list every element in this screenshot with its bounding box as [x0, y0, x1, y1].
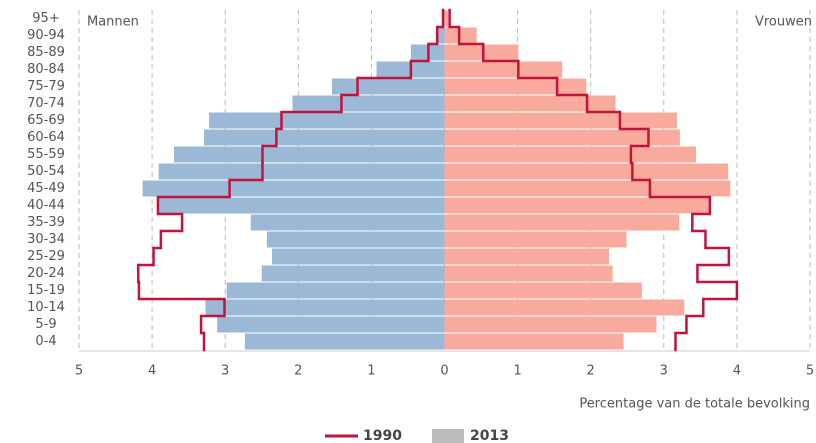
y-tick-label: 20-24: [27, 266, 65, 281]
bar: [444, 180, 731, 197]
y-tick-label: 55-59: [27, 147, 65, 162]
x-tick-label: 2: [294, 364, 302, 379]
y-tick-label: 75-79: [27, 79, 65, 94]
y-tick-label: 70-74: [27, 96, 65, 111]
bar: [204, 129, 445, 146]
bar: [331, 78, 445, 95]
legend-label: 1990: [363, 428, 402, 443]
bar: [205, 299, 445, 316]
y-tick-label: 35-39: [27, 215, 65, 230]
y-tick-label: 95+: [32, 11, 59, 26]
bar: [217, 316, 445, 333]
bar: [244, 333, 445, 350]
bar: [444, 146, 696, 163]
bar: [174, 146, 445, 163]
bar: [444, 44, 519, 61]
bar: [444, 231, 627, 248]
bar: [444, 112, 677, 129]
y-tick-label: 65-69: [27, 113, 65, 128]
bar: [444, 27, 477, 44]
side-label: Vrouwen: [755, 15, 812, 30]
x-tick-label: 1: [513, 364, 521, 379]
bar: [209, 112, 445, 129]
y-tick-label: 85-89: [27, 45, 65, 60]
bar: [226, 282, 445, 299]
side-label: Mannen: [87, 15, 139, 30]
y-tick-label: 90-94: [27, 28, 65, 43]
x-tick-label: 2: [587, 364, 595, 379]
bar: [444, 61, 563, 78]
legend-label: 2013: [470, 428, 509, 443]
bar: [444, 333, 624, 350]
y-tick-label: 30-34: [27, 232, 65, 247]
bar: [158, 163, 445, 180]
bar: [292, 95, 445, 112]
y-tick-label: 40-44: [27, 198, 65, 213]
y-tick-label: 80-84: [27, 62, 65, 77]
bar: [437, 27, 445, 44]
bar: [266, 231, 445, 248]
x-tick-label: 0: [440, 364, 448, 379]
y-tick-label: 10-14: [27, 300, 65, 315]
y-tick-label: 45-49: [27, 181, 65, 196]
bar: [444, 10, 449, 27]
x-tick-label: 4: [148, 364, 156, 379]
bar: [444, 299, 685, 316]
x-tick-label: 1: [367, 364, 375, 379]
y-tick-label: 50-54: [27, 164, 65, 179]
x-axis-label: Percentage van de totale bevolking: [579, 397, 810, 412]
y-tick-label: 0-4: [35, 334, 56, 349]
bar: [250, 214, 445, 231]
y-tick-label: 15-19: [27, 283, 65, 298]
bar: [444, 129, 680, 146]
y-tick-label: 25-29: [27, 249, 65, 264]
bar: [157, 197, 445, 214]
x-tick-label: 5: [806, 364, 814, 379]
bar: [444, 197, 712, 214]
y-tick-label: 60-64: [27, 130, 65, 145]
bar: [444, 316, 657, 333]
x-tick-label: 3: [221, 364, 229, 379]
x-tick-label: 5: [75, 364, 83, 379]
bar: [444, 163, 729, 180]
bar: [444, 78, 587, 95]
bar: [444, 248, 609, 265]
x-tick-label: 4: [733, 364, 741, 379]
bar: [444, 214, 680, 231]
bar: [271, 248, 445, 265]
bar: [142, 180, 445, 197]
y-tick-label: 5-9: [35, 317, 56, 332]
bar: [444, 282, 642, 299]
legend-swatch: [432, 429, 464, 443]
bar: [261, 265, 445, 282]
bar: [444, 95, 616, 112]
bar: [444, 265, 613, 282]
x-tick-label: 3: [660, 364, 668, 379]
